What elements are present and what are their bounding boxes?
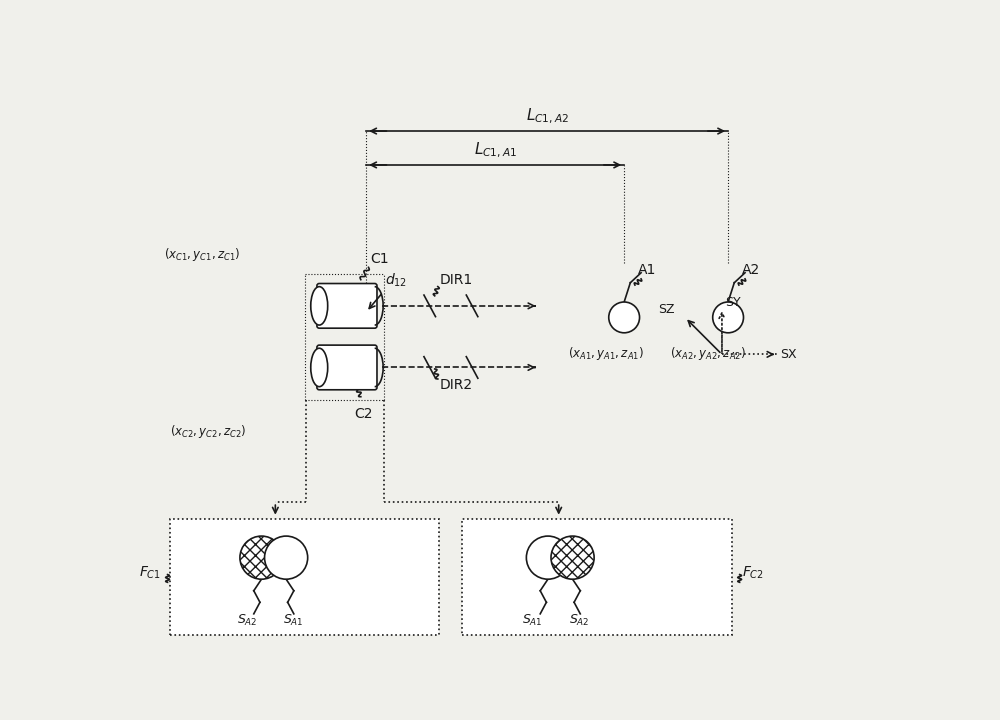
Bar xyxy=(170,519,439,634)
Text: $(x_{A2},y_{A2},z_{A2})$: $(x_{A2},y_{A2},z_{A2})$ xyxy=(670,346,746,362)
Text: C2: C2 xyxy=(355,408,373,421)
Text: $L_{C1,A1}$: $L_{C1,A1}$ xyxy=(474,140,517,160)
Text: $S_{A2}$: $S_{A2}$ xyxy=(237,613,257,628)
Text: $S_{A1}$: $S_{A1}$ xyxy=(522,613,542,628)
Text: SX: SX xyxy=(780,348,797,361)
Circle shape xyxy=(713,302,744,333)
Text: C1: C1 xyxy=(370,252,389,266)
Text: $S_{A1}$: $S_{A1}$ xyxy=(283,613,304,628)
Text: $F_{C2}$: $F_{C2}$ xyxy=(742,564,764,581)
FancyBboxPatch shape xyxy=(317,345,377,390)
Text: $S_{A2}$: $S_{A2}$ xyxy=(569,613,590,628)
Ellipse shape xyxy=(311,287,328,325)
Circle shape xyxy=(609,302,640,333)
Text: A1: A1 xyxy=(638,264,656,277)
Circle shape xyxy=(240,536,283,579)
Text: $F_{C1}$: $F_{C1}$ xyxy=(139,564,161,581)
Circle shape xyxy=(551,536,594,579)
Text: $(x_{A1},y_{A1},z_{A1})$: $(x_{A1},y_{A1},z_{A1})$ xyxy=(568,346,644,362)
Text: DIR2: DIR2 xyxy=(439,378,472,392)
Text: $(x_{C2},y_{C2},z_{C2})$: $(x_{C2},y_{C2},z_{C2})$ xyxy=(170,423,246,440)
FancyBboxPatch shape xyxy=(317,284,377,328)
Circle shape xyxy=(265,536,308,579)
Text: $d_{12}$: $d_{12}$ xyxy=(385,271,407,289)
Text: $L_{C1,A2}$: $L_{C1,A2}$ xyxy=(526,107,569,126)
Text: $(x_{C1},y_{C1},z_{C1})$: $(x_{C1},y_{C1},z_{C1})$ xyxy=(164,246,241,263)
Bar xyxy=(462,519,732,634)
Circle shape xyxy=(526,536,569,579)
Text: DIR1: DIR1 xyxy=(439,274,473,287)
Text: SZ: SZ xyxy=(658,303,674,316)
Ellipse shape xyxy=(311,348,328,387)
Text: SY: SY xyxy=(725,296,741,309)
Text: A2: A2 xyxy=(742,264,760,277)
